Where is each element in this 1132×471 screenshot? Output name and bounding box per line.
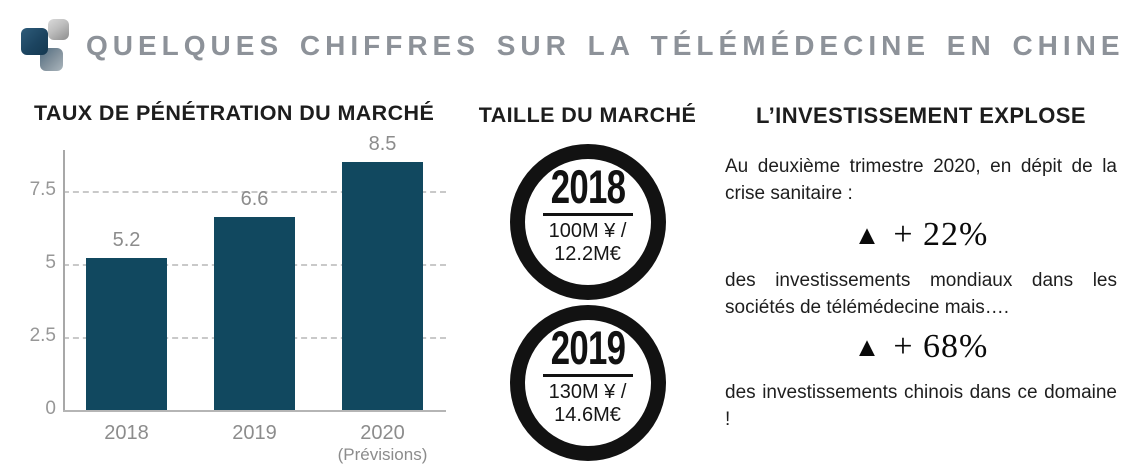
logo [0,0,80,80]
investment-title: L’INVESTISSEMENT EXPLOSE [756,103,1086,128]
logo-square-silver-icon [48,19,69,40]
x-tick-sublabel: (Prévisions) [337,445,428,464]
badge-value-euro: 14.6M€ [554,404,621,426]
x-tick-label: 2018 [104,422,149,444]
y-tick-label: 2.5 [29,324,56,346]
bar-value-label: 8.5 [368,133,397,155]
grid-line [63,190,446,193]
bar-value-label: 6.6 [240,188,269,210]
logo-square-dark-icon [21,28,48,55]
y-tick-label: 5 [45,251,56,273]
stat-china-investment: ▲ + 68% [725,328,1117,374]
bar-chart: 0 2.5 5 7.5 5.2 2018 6.6 2019 8.5 2020 (Prévisions… [20,133,466,471]
badge-divider [542,213,633,216]
bar [214,217,295,410]
chart-title: TAUX DE PÉNÉTRATION DU MARCHÉ [34,101,435,125]
market-size-title: TAILLE DU MARCHÉ [478,103,697,127]
market-penetration-section: TAUX DE PÉNÉTRATION DU MARCHÉ 0 2.5 5 7.5 5.… [0,95,470,471]
logo-square-steel-icon [40,48,63,71]
badge-value-yuan: 100M ¥ / [548,220,627,242]
market-badge-2019: 2019 130M ¥ / 14.6M€ [509,305,666,461]
page-title: QUELQUES CHIFFRES SUR LA TÉLÉMÉDECINE EN… [86,30,1125,61]
stat-value: + 68% [893,328,989,365]
market-badge-2018: 2018 100M ¥ / 12.2M€ [509,144,666,300]
triangle-up-icon: ▲ [853,332,881,362]
bar [342,162,423,410]
badge-year: 2019 [550,321,625,374]
stat-value: + 22% [893,216,989,253]
investment-body: Au deuxième trimestre 2020, en dépit de … [725,153,1117,433]
investment-intro: Au deuxième trimestre 2020, en dépit de … [725,156,1117,204]
y-tick-label: 0 [45,398,56,419]
x-tick-label: 2020 [360,422,405,444]
stat-china-description: des investissements chinois dans ce doma… [725,382,1117,430]
triangle-up-icon: ▲ [853,220,881,250]
x-axis [63,410,446,412]
badge-value-euro: 12.2M€ [554,243,621,265]
badge-divider [542,374,633,377]
market-size-section: TAILLE DU MARCHÉ 2018 100M ¥ / 12.2M€ 20… [460,95,715,471]
y-tick-label: 7.5 [29,178,56,200]
stat-world-description: des investissements mondiaux dans les so… [725,270,1117,318]
bar-value-label: 5.2 [112,229,141,251]
x-tick-label: 2019 [232,422,277,444]
badge-year: 2018 [550,160,625,213]
stat-world-investment: ▲ + 22% [725,216,1117,262]
badge-value-yuan: 130M ¥ / [548,381,627,403]
y-axis [63,150,65,411]
investment-section: L’INVESTISSEMENT EXPLOSE Au deuxième tri… [725,95,1117,471]
bar [86,258,167,410]
